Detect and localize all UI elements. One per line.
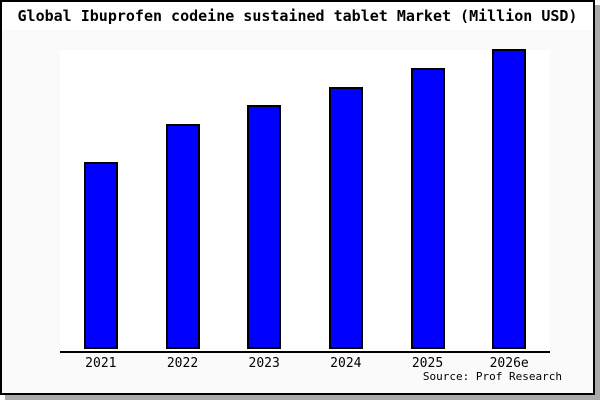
x-tick-label-2022: 2022 <box>166 356 199 371</box>
bar-2026e <box>492 49 527 349</box>
bar-2021 <box>83 161 118 349</box>
plot-area <box>60 49 550 353</box>
bar-2023 <box>247 105 282 349</box>
x-tick-label-2021: 2021 <box>85 356 117 371</box>
x-tick-label-2026e: 2026e <box>489 356 529 371</box>
x-tick-label-2023: 2023 <box>248 356 280 371</box>
bar-2025 <box>410 67 445 349</box>
chart-title: Global Ibuprofen codeine sustained table… <box>17 7 578 25</box>
x-axis-labels: 2021 2022 2023 2024 2025 2026e <box>60 356 550 372</box>
source-note: Source: Prof Research <box>422 370 562 383</box>
bar-2024 <box>328 86 363 349</box>
bar-2022 <box>165 124 200 349</box>
x-tick-label-2024: 2024 <box>330 356 362 371</box>
x-tick-label-2025: 2025 <box>411 356 444 371</box>
title-band <box>2 2 593 30</box>
